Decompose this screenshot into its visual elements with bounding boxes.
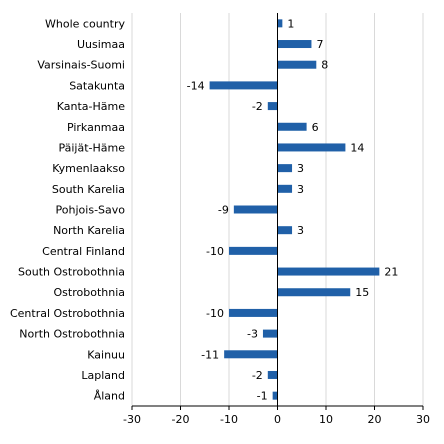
category-label: Päijät-Häme — [58, 141, 125, 154]
data-label: 15 — [355, 286, 369, 299]
data-label: -10 — [206, 245, 224, 258]
bar — [277, 19, 283, 28]
data-label: -14 — [187, 79, 205, 92]
data-label: 8 — [321, 59, 328, 72]
bar — [233, 205, 278, 214]
category-label: Pirkanmaa — [67, 121, 125, 134]
category-label: Satakunta — [69, 79, 125, 92]
category-label: Pohjois-Savo — [56, 204, 126, 217]
axes — [131, 13, 424, 410]
category-label: Åland — [94, 390, 125, 403]
category-label: Central Ostrobothnia — [10, 307, 125, 320]
category-label: North Ostrobothnia — [19, 328, 125, 341]
bars — [209, 19, 380, 400]
bar — [277, 40, 312, 49]
category-label: South Karelia — [52, 183, 125, 196]
category-label: Uusimaa — [77, 38, 125, 51]
x-tick-label: 10 — [319, 413, 333, 426]
bar — [277, 184, 293, 193]
grid-lines — [131, 13, 424, 406]
category-label: Kymenlaakso — [52, 162, 125, 175]
bar — [277, 122, 307, 131]
x-tick-label: -10 — [220, 413, 238, 426]
bar — [229, 308, 278, 317]
bar — [277, 226, 293, 235]
category-label: Varsinais-Suomi — [37, 59, 125, 72]
data-label: -3 — [247, 328, 258, 341]
category-label: Central Finland — [42, 245, 125, 258]
data-label: 7 — [316, 38, 323, 51]
bar — [277, 164, 293, 173]
data-label: 1 — [287, 17, 294, 30]
data-label: -10 — [206, 307, 224, 320]
bar — [277, 60, 317, 69]
x-tick-label: 0 — [274, 413, 281, 426]
data-label: 3 — [297, 224, 304, 237]
data-label: -2 — [252, 100, 263, 113]
bar — [262, 329, 278, 338]
x-tick-label: 20 — [368, 413, 382, 426]
category-label: Ostrobothnia — [54, 286, 125, 299]
bar — [277, 143, 346, 152]
bar — [267, 370, 278, 379]
data-label: 3 — [297, 183, 304, 196]
x-tick-label: -30 — [123, 413, 141, 426]
data-label: -2 — [252, 369, 263, 382]
bar — [277, 288, 351, 297]
category-label: Lapland — [81, 369, 125, 382]
category-label: Kainuu — [87, 348, 125, 361]
bar — [267, 102, 278, 111]
category-label: Whole country — [45, 17, 125, 30]
data-label: -11 — [201, 348, 219, 361]
data-label: 21 — [384, 266, 398, 279]
bar — [277, 267, 380, 276]
bar — [209, 81, 278, 90]
data-label: 3 — [297, 162, 304, 175]
x-tick-label: -20 — [172, 413, 190, 426]
bar — [229, 246, 278, 255]
bar — [224, 350, 278, 359]
bar — [272, 391, 278, 400]
category-label: South Ostrobothnia — [18, 266, 125, 279]
data-label: -9 — [218, 204, 229, 217]
category-label: Kanta-Häme — [57, 100, 125, 113]
data-label: 6 — [312, 121, 319, 134]
data-label: -1 — [257, 390, 268, 403]
category-label: North Karelia — [53, 224, 125, 237]
labels: -30 -20 -10 0 10 20 30 Whole country 1 Uusimaa 7 Va… — [10, 17, 430, 426]
x-tick-label: 30 — [416, 413, 430, 426]
data-label: 14 — [350, 141, 364, 154]
